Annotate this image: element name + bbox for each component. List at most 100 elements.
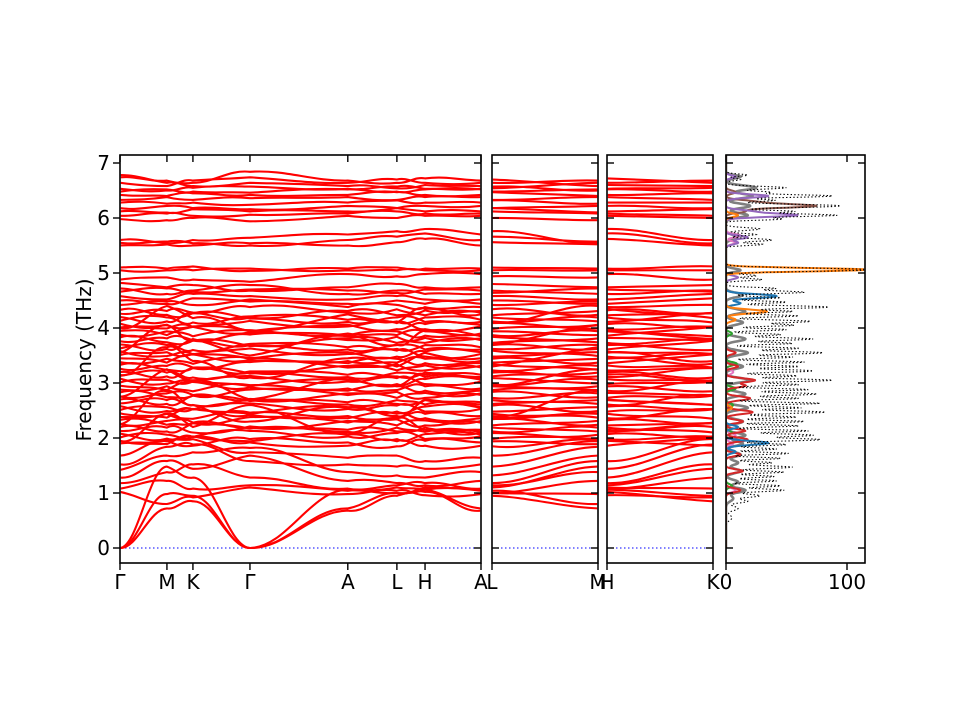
phonon-band-line (120, 328, 481, 338)
phonon-band-segment-lm (492, 316, 598, 323)
phonon-band-segment-hk (607, 486, 713, 490)
x-tick-M: M (158, 570, 176, 594)
phonon-band-line (120, 479, 481, 495)
phonon-band-line (120, 213, 481, 223)
phonon-band-segment-lm (492, 351, 598, 358)
phonon-band-line (120, 325, 481, 339)
x-tick-M-seg: M (589, 570, 607, 594)
dos-panel (725, 154, 866, 564)
phonon-band-line (120, 353, 481, 367)
phonon-band-segment-lm (492, 179, 598, 185)
phonon-band-line (120, 338, 481, 353)
phonon-band-segment-lm (492, 195, 598, 202)
phonon-band-segment-hk (607, 476, 713, 491)
phonon-band-segment-lm (492, 489, 598, 506)
y-tick-label-3: 3 (97, 371, 110, 395)
phonon-band-segment-hk (607, 227, 713, 242)
phonon-band-segment-hk (607, 435, 713, 447)
x-tick-H: H (417, 570, 433, 594)
phonon-band-segment-lm (492, 368, 598, 387)
phonon-band-segment-lm (492, 337, 598, 344)
phonon-band-segment-lm (492, 412, 598, 420)
phonon-band-segment-lm (492, 181, 598, 190)
phonon-band-line (120, 232, 481, 248)
phonon-band-segment-hk (607, 303, 713, 309)
phonon-band-segment-lm (492, 445, 598, 468)
phonon-band-segment-hk (607, 284, 713, 289)
phonon-band-segment-hk (607, 422, 713, 427)
phonon-band-line (120, 490, 481, 550)
phonon-band-segment-hk (607, 366, 713, 372)
phonon-band-segment-lm (492, 274, 598, 279)
phonon-band-segment-lm (492, 479, 598, 495)
phonon-band-segment-hk (607, 370, 713, 380)
phonon-band-segment-lm (492, 307, 598, 317)
phonon-band-segment-hk (607, 183, 713, 188)
phonon-band-line (120, 176, 481, 188)
phonon-band-segment-lm (492, 389, 598, 418)
phonon-band-line (120, 390, 481, 403)
phonon-band-segment-hk (607, 352, 713, 359)
phonon-band-segment-hk (607, 412, 713, 420)
phonon-band-segment-lm (492, 310, 598, 317)
phonon-band-segment-hk (607, 214, 713, 220)
phonon-band-segment-lm (492, 188, 598, 193)
phonon-band-segment-hk (607, 292, 713, 301)
phonon-band-segment-lm (492, 454, 598, 477)
phonon-band-line (120, 407, 481, 423)
phonon-band-line (120, 292, 481, 302)
phonon-band-line (120, 488, 481, 550)
phonon-band-line (120, 271, 481, 283)
x-tick-gamma-1: Γ (114, 570, 126, 594)
phonon-band-segment-lm (492, 399, 598, 405)
phonon-band-line (120, 362, 481, 376)
phonon-band-segment-hk (607, 353, 713, 365)
phonon-band-line (120, 375, 481, 388)
phonon-band-line (120, 389, 481, 426)
y-tick-label-2: 2 (97, 426, 110, 450)
phonon-band-segment-hk (607, 208, 713, 213)
phonon-band-line (120, 347, 481, 360)
phonon-band-segment-hk (607, 188, 713, 193)
phonon-band-segment-lm (492, 390, 598, 399)
phonon-band-segment-lm (492, 204, 598, 210)
x-tick-A-1: A (341, 570, 355, 594)
phonon-band-line (120, 441, 481, 470)
phonon-band-line (120, 403, 481, 443)
phonon-band-line (120, 310, 481, 325)
phonon-band-line (120, 428, 481, 442)
phonon-band-line (120, 170, 481, 185)
phonon-band-segment-hk (607, 494, 713, 499)
phonon-band-line (120, 304, 481, 319)
phonon-band-line (120, 402, 481, 415)
phonon-band-segment-lm (492, 465, 598, 489)
y-tick-label-4: 4 (97, 316, 110, 340)
phonon-band-segment-hk (607, 373, 713, 382)
phonon-band-segment-lm (492, 330, 598, 337)
phonon-band-segment-lm (492, 385, 598, 392)
phonon-band-line (120, 446, 481, 479)
phonon-band-line (120, 227, 481, 245)
phonon-band-segment-hk (607, 272, 713, 281)
y-tick-label-6: 6 (97, 206, 110, 230)
phonon-band-line (120, 374, 481, 387)
phonon-band-segment-hk (607, 467, 713, 487)
phonon-band-segment-lm (492, 403, 598, 413)
phonon-band-segment-hk (607, 204, 713, 210)
phonon-band-segment-lm (492, 235, 598, 243)
phonon-band-segment-lm (492, 289, 598, 295)
phonon-band-line (120, 307, 481, 321)
phonon-band-segment-hk (607, 351, 713, 363)
phonon-band-line (120, 207, 481, 215)
phonon-band-line (120, 402, 481, 414)
phonon-band-segment-lm (492, 185, 598, 192)
phonon-band-line (120, 265, 481, 273)
phonon-band-segment-lm (492, 178, 598, 188)
phonon-band-segment-hk (607, 212, 713, 217)
x-tick-gamma-2: Γ (244, 570, 256, 594)
phonon-band-segment-lm (492, 299, 598, 305)
phonon-band-segment-hk (607, 343, 713, 352)
y-tick-label-5: 5 (97, 261, 110, 285)
phonon-band-segment-lm (492, 433, 598, 441)
